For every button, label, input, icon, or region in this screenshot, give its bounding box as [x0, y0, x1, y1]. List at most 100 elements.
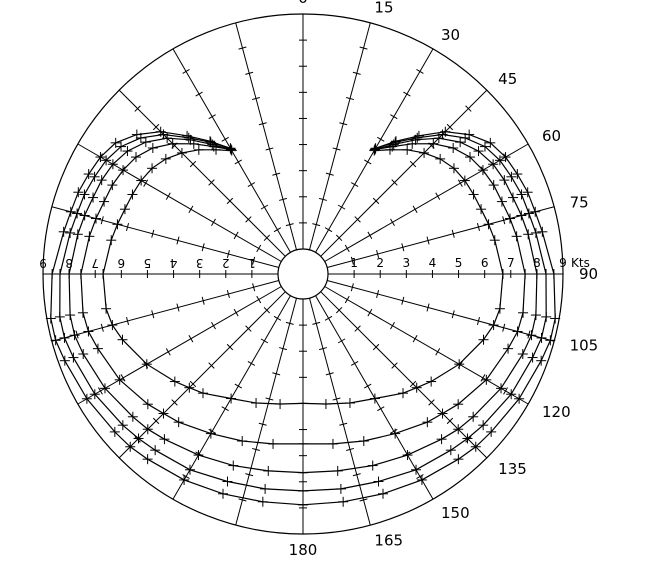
spoke-75: [327, 206, 555, 269]
spoke-tick: [176, 236, 180, 245]
spoke-tick: [457, 179, 463, 187]
spoke-tick: [344, 244, 350, 253]
spoke-tick: [234, 383, 242, 389]
spoke-tick: [527, 330, 531, 339]
angle-label-165: 165: [374, 532, 403, 550]
speed-label-mirror-6: 6: [118, 256, 126, 270]
spoke-tick: [367, 308, 373, 317]
spoke-tick: [401, 243, 405, 252]
spoke-tick: [312, 321, 321, 325]
spoke-tick: [325, 372, 334, 376]
spoke-tick: [143, 179, 149, 187]
speed-label-mirror-7: 7: [91, 256, 99, 270]
spoke-tick: [476, 317, 480, 326]
spoke-315: [118, 89, 286, 257]
spoke-tick: [325, 172, 334, 176]
spoke-tick: [252, 256, 256, 265]
spoke-tick: [337, 204, 346, 210]
spoke-tick: [208, 179, 215, 186]
angle-label-30: 30: [441, 26, 460, 44]
spoke-tick: [354, 216, 361, 223]
speed-label-8: 8: [533, 256, 541, 270]
spoke-tick: [211, 321, 216, 330]
spoke-tick: [372, 343, 380, 351]
spoke-tick: [245, 325, 252, 332]
spoke-tick: [201, 243, 205, 252]
spoke-tick: [390, 321, 395, 330]
spoke-225: [118, 291, 286, 459]
spoke-tick: [189, 380, 197, 388]
spoke-tick: [364, 383, 372, 389]
spoke-tick: [312, 223, 321, 227]
spoke-tick: [256, 295, 262, 304]
spoke-tick: [272, 172, 281, 176]
spoke-tick: [332, 397, 341, 401]
spoke-240: [77, 286, 282, 405]
spoke-tick: [346, 97, 355, 101]
spoke-tick: [260, 338, 269, 344]
spoke-tick: [226, 197, 234, 205]
speed-label-9: 9: [559, 256, 567, 270]
angle-label-15: 15: [374, 0, 393, 16]
spoke-tick: [238, 498, 247, 502]
spoke-60: [324, 143, 529, 262]
spoke-tick: [344, 295, 350, 304]
spoke-tick: [339, 122, 348, 126]
spoke-tick: [377, 136, 385, 142]
spoke-tick: [152, 417, 160, 425]
speed-label-6: 6: [481, 256, 489, 270]
spoke-tick: [428, 399, 435, 406]
spoke-tick: [273, 315, 282, 321]
spoke-tick: [245, 473, 254, 477]
spoke-tick: [409, 160, 417, 168]
spoke-tick: [391, 179, 398, 186]
spoke-tick: [251, 447, 260, 451]
speed-label-mirror-3: 3: [196, 256, 204, 270]
spoke-tick: [247, 361, 256, 366]
spoke-tick: [416, 69, 424, 74]
spoke-300: [77, 143, 282, 262]
speed-label-5: 5: [455, 256, 463, 270]
spoke-tick: [318, 197, 327, 201]
spoke-150: [315, 295, 434, 500]
spoke-tick: [134, 436, 141, 443]
spoke-tick: [390, 114, 398, 120]
spoke-tick: [182, 69, 190, 74]
spoke-tick: [98, 387, 103, 395]
spoke-tick: [318, 347, 327, 351]
spoke-tick: [151, 229, 155, 238]
spoke-tick: [390, 218, 395, 227]
spoke-tick: [234, 159, 242, 165]
spoke-tick: [350, 182, 359, 187]
spoke-15: [308, 22, 371, 250]
speed-curve-5: [302, 149, 504, 405]
spoke-tick: [208, 428, 216, 434]
spoke-tick: [226, 289, 230, 298]
spoke-tick: [100, 323, 104, 332]
spoke-tick: [376, 289, 380, 298]
angle-label-150: 150: [441, 504, 470, 522]
angle-label-60: 60: [542, 127, 561, 145]
spoke-210: [172, 295, 291, 500]
spoke-tick: [390, 428, 398, 434]
axis-labels: 0153045607590105120135150165180112233445…: [39, 0, 598, 559]
spoke-tick: [265, 397, 274, 401]
spoke-tick: [324, 315, 333, 321]
spoke-tick: [251, 97, 260, 101]
spoke-135: [320, 291, 488, 459]
speed-curves: [45, 126, 561, 510]
spoke-tick: [364, 159, 372, 165]
spoke-tick: [409, 380, 417, 388]
spoke-tick: [221, 136, 229, 142]
spoke-tick: [126, 222, 130, 231]
spoke-tick: [201, 296, 205, 305]
spoke-tick: [221, 406, 229, 412]
spoke-tick: [256, 244, 262, 253]
speed-label-1: 1: [350, 256, 358, 270]
spoke-tick: [335, 234, 343, 242]
spoke-tick: [151, 310, 155, 319]
spoke-tick: [233, 231, 239, 240]
spoke-tick: [503, 387, 508, 395]
spoke-tick: [350, 283, 354, 292]
spoke-120: [324, 286, 529, 405]
